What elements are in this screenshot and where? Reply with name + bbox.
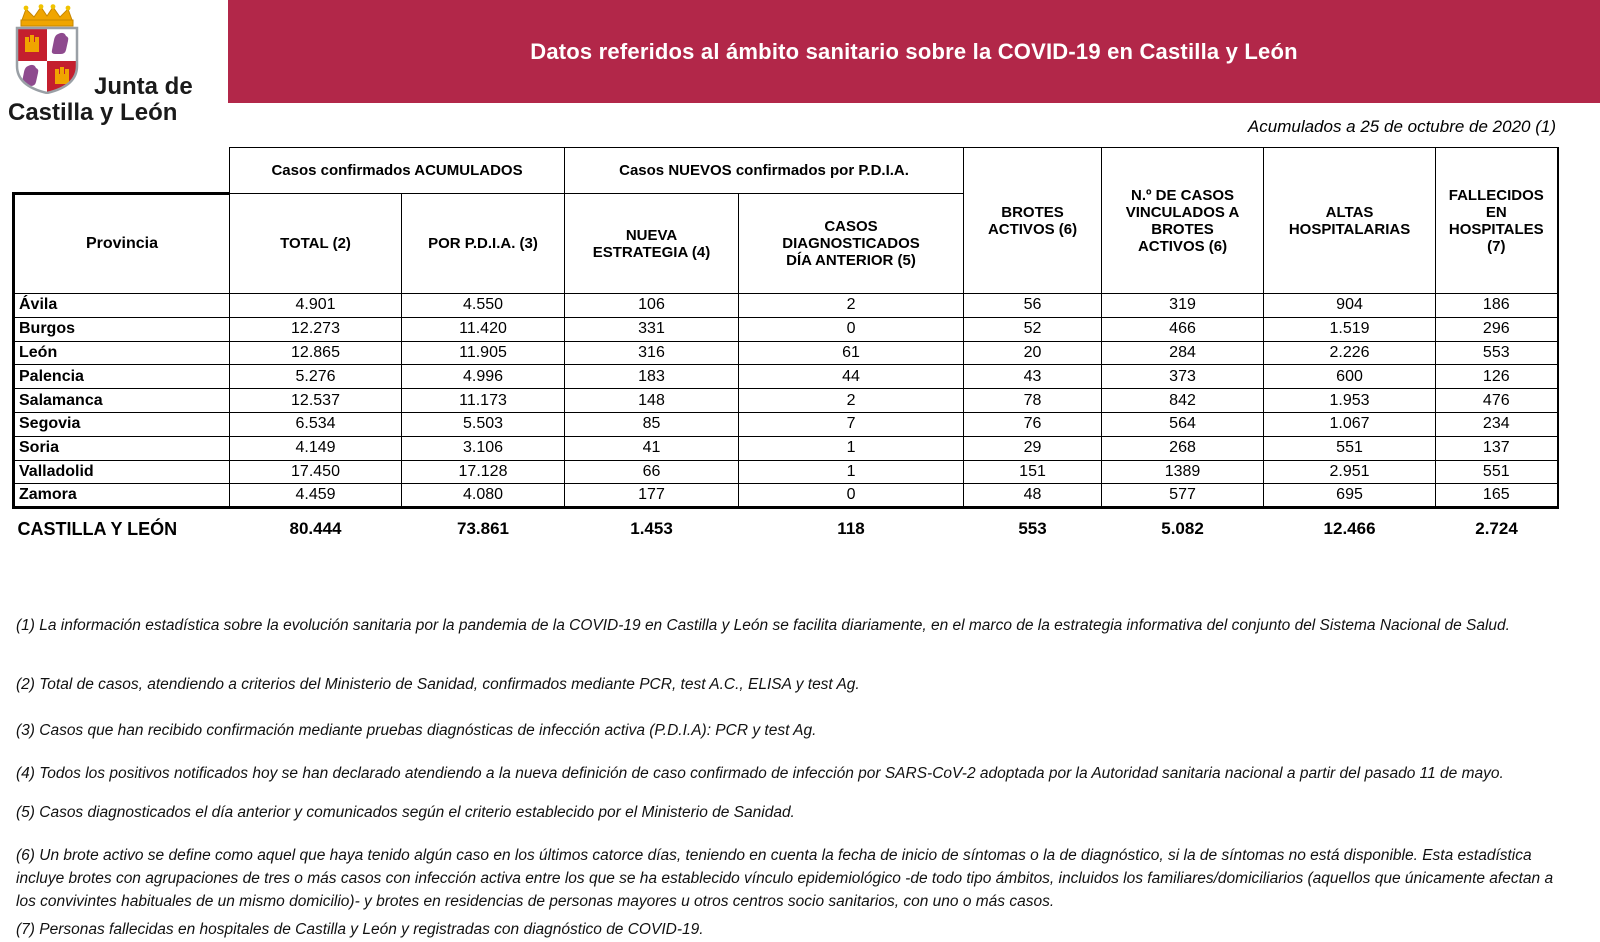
page-title: Datos referidos al ámbito sanitario sobr… bbox=[530, 38, 1298, 64]
crown-icon bbox=[20, 4, 74, 27]
col-header-fallecidos: FALLECIDOS EN HOSPITALES (7) bbox=[1435, 147, 1559, 294]
province-name: Ávila bbox=[12, 293, 230, 318]
col-header-casos-diagnosticados: CASOS DIAGNOSTICADOS DÍA ANTERIOR (5) bbox=[738, 193, 965, 294]
footnote-4: (4) Todos los positivos notificados hoy … bbox=[16, 764, 1504, 782]
group-header-acumulados: Casos confirmados ACUMULADOS bbox=[228, 147, 566, 194]
table-row-salamanca: Salamanca 12.537 11.173 148 2 78 842 1.9… bbox=[12, 388, 1559, 413]
province-name: Zamora bbox=[12, 483, 230, 510]
page-header: Junta de Castilla y León Datos referidos… bbox=[0, 0, 1600, 125]
footnotes: (1) La información estadística sobre la … bbox=[16, 614, 1570, 941]
table-row-zamora: Zamora 4.459 4.080 177 0 48 577 695 165 bbox=[12, 483, 1559, 510]
banner: Datos referidos al ámbito sanitario sobr… bbox=[228, 0, 1600, 103]
province-name: Valladolid bbox=[12, 459, 230, 485]
footnote-7: (7) Personas fallecidas en hospitales de… bbox=[16, 920, 704, 938]
logo-text-line1: Junta de bbox=[94, 73, 193, 100]
province-name: Burgos bbox=[12, 316, 230, 342]
col-header-total: TOTAL (2) bbox=[229, 193, 402, 294]
province-name: León bbox=[12, 340, 230, 366]
province-name: Palencia bbox=[12, 364, 230, 390]
province-name: Salamanca bbox=[12, 388, 230, 413]
province-name: Soria bbox=[12, 435, 230, 461]
table-row-valladolid: Valladolid 17.450 17.128 66 1 151 1389 2… bbox=[12, 459, 1559, 485]
col-header-provincia: Provincia bbox=[12, 192, 230, 294]
table-row-soria: Soria 4.149 3.106 41 1 29 268 551 137 bbox=[12, 435, 1559, 461]
junta-logo: Junta de Castilla y León bbox=[8, 4, 226, 125]
col-header-altas-hospitalarias: ALTAS HOSPITALARIAS bbox=[1263, 147, 1437, 294]
footnote-5: (5) Casos diagnosticados el día anterior… bbox=[16, 803, 795, 821]
total-label: CASTILLA Y LEÓN bbox=[17, 518, 178, 539]
col-header-casos-vinculados: N.º DE CASOS VINCULADOS A BROTES ACTIVOS… bbox=[1101, 147, 1265, 294]
group-header-nuevos-pdia: Casos NUEVOS confirmados por P.D.I.A. bbox=[564, 147, 965, 194]
col-header-por-pdia: POR P.D.I.A. (3) bbox=[400, 193, 566, 294]
table-row-burgos: Burgos 12.273 11.420 331 0 52 466 1.519 … bbox=[12, 316, 1559, 342]
footnote-6: (6) Un brote activo se define como aquel… bbox=[16, 846, 1554, 910]
col-header-brotes-activos: BROTES ACTIVOS (6) bbox=[963, 147, 1103, 294]
footnote-1: (1) La información estadística sobre la … bbox=[16, 616, 1510, 634]
logo-text-line2: Castilla y León bbox=[8, 99, 178, 126]
table-row-segovia: Segovia 6.534 5.503 85 7 76 564 1.067 23… bbox=[12, 411, 1559, 437]
footnote-3: (3) Casos que han recibido confirmación … bbox=[16, 721, 817, 739]
coat-of-arms-icon bbox=[8, 4, 86, 99]
table-row-total: CASTILLA Y LEÓN 80.444 73.861 1.453 118 … bbox=[14, 508, 1558, 550]
empty-corner-cell bbox=[14, 148, 230, 194]
accumulated-date-line: Acumulados a 25 de octubre de 2020 (1) bbox=[1247, 117, 1556, 136]
province-name: Segovia bbox=[12, 411, 230, 437]
table-row-avila: Ávila 4.901 4.550 106 2 56 319 904 186 bbox=[12, 293, 1559, 318]
footnote-2: (2) Total de casos, atendiendo a criteri… bbox=[16, 675, 860, 693]
col-header-nueva-estrategia: NUEVA ESTRATEGIA (4) bbox=[564, 193, 740, 294]
covid-data-table: Casos confirmados ACUMULADOS Casos NUEVO… bbox=[12, 147, 1559, 550]
table-row-palencia: Palencia 5.276 4.996 183 44 43 373 600 1… bbox=[12, 364, 1559, 390]
table-row-leon: León 12.865 11.905 316 61 20 284 2.226 5… bbox=[12, 340, 1559, 366]
